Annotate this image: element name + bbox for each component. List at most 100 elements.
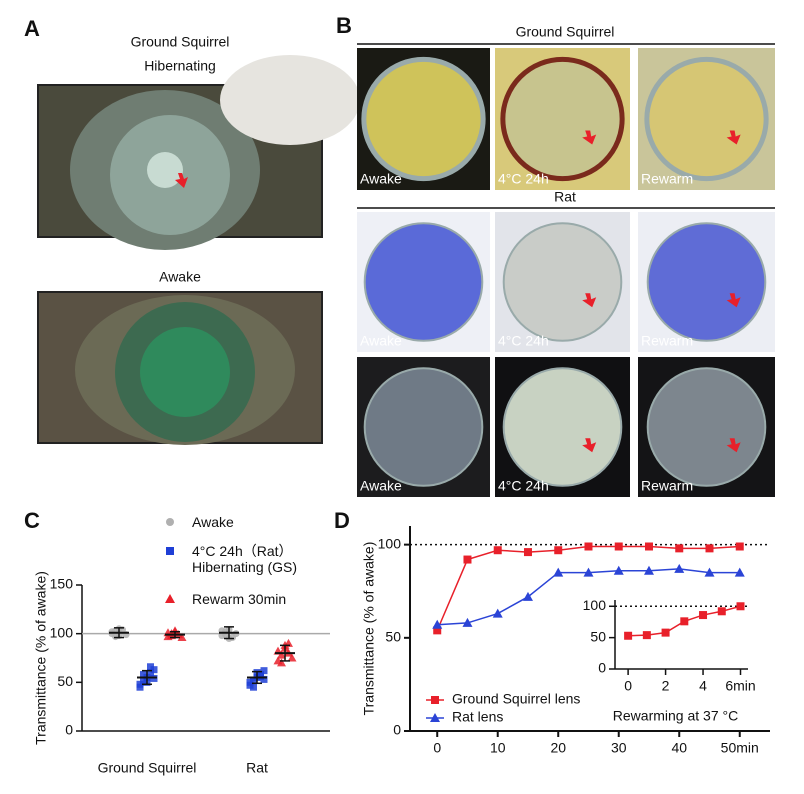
marker (680, 617, 689, 626)
lens (363, 222, 484, 342)
y-tick-label: 100 (583, 597, 607, 613)
marker (644, 542, 653, 551)
photo-label: Awake (360, 333, 402, 349)
lens (502, 367, 623, 487)
y-tick-label: 50 (590, 628, 606, 644)
group-title: Rat (554, 189, 576, 205)
legend-marker (431, 696, 439, 704)
legend-label: 4°C 24h（Rat） Hibernating (GS) (192, 543, 298, 575)
y-tick-label: 0 (65, 722, 73, 738)
photo (37, 291, 323, 445)
marker (287, 653, 297, 662)
legend-marker (430, 713, 440, 722)
marker (260, 667, 268, 675)
panel-label: B (336, 13, 352, 38)
legend-label: Awake (192, 514, 234, 530)
y-tick-label: 100 (378, 535, 402, 551)
photo-label: Rewarm (641, 478, 693, 494)
x-tick-label: Rat (246, 760, 268, 776)
panel-label: D (334, 508, 350, 533)
photo (37, 55, 360, 250)
x-tick-label: 2 (662, 678, 670, 694)
marker (584, 542, 593, 551)
legend-label: Rat lens (452, 709, 503, 725)
marker (463, 555, 472, 564)
x-tick-label: 40 (671, 740, 687, 756)
photo-label: 4°C 24h (498, 333, 549, 349)
arrow (582, 438, 597, 453)
marker (277, 658, 286, 667)
lens (500, 56, 625, 182)
x-tick-label: 4 (699, 678, 707, 694)
marker (553, 567, 564, 577)
y-tick-label: 0 (598, 660, 606, 676)
marker (583, 567, 594, 577)
y-axis-label: Transmittance (% of awake) (33, 571, 49, 745)
marker (704, 567, 715, 577)
x-tick-label: Ground Squirrel (98, 760, 197, 776)
marker (554, 546, 563, 555)
x-tick-label: 30 (611, 740, 627, 756)
lens (646, 222, 767, 342)
marker (140, 671, 147, 679)
marker (177, 633, 187, 642)
x-tick-label: 10 (490, 740, 506, 756)
x-tick-label: 20 (550, 740, 566, 756)
lens (646, 367, 767, 487)
marker (246, 678, 254, 686)
caption: Hibernating (144, 58, 216, 74)
marker (432, 619, 443, 629)
marker (717, 607, 726, 616)
x-tick-label: 50min (721, 740, 759, 756)
marker (735, 542, 744, 551)
lens (644, 56, 769, 182)
lens (361, 56, 486, 182)
marker (523, 548, 532, 557)
lens (363, 367, 484, 487)
y-tick-label: 50 (385, 629, 401, 645)
marker (661, 628, 670, 637)
x-tick-label: 6min (725, 678, 755, 694)
photo-label: 4°C 24h (498, 478, 549, 494)
y-tick-label: 100 (50, 624, 74, 640)
marker (642, 631, 651, 640)
arrow (726, 130, 741, 145)
marker (643, 565, 654, 575)
marker (624, 631, 633, 640)
legend-marker (166, 518, 174, 526)
group-title: Ground Squirrel (516, 24, 615, 40)
marker (462, 617, 473, 627)
caption: Awake (159, 269, 201, 285)
y-axis-label: Transmittance (% of awake) (361, 542, 377, 716)
marker (699, 611, 708, 620)
marker (614, 542, 623, 551)
marker (260, 675, 268, 683)
x-tick-label: 0 (624, 678, 632, 694)
arrow (726, 438, 741, 453)
marker (250, 683, 257, 691)
panel-label: A (24, 16, 40, 41)
marker (522, 591, 533, 601)
marker (736, 602, 745, 611)
legend-label: Ground Squirrel lens (452, 691, 580, 707)
x-axis-label: Rewarming at 37 °C (613, 708, 738, 724)
photo-label: Rewarm (641, 171, 693, 187)
y-tick-label: 50 (57, 673, 73, 689)
arrow (582, 293, 597, 308)
legend-label: Rewarm 30min (192, 591, 287, 607)
photo-grid: Awake 4°C 24h Rewarm Awake 4°C 24h Rewarm Awak… (357, 48, 775, 497)
photo-label: Awake (360, 478, 402, 494)
y-tick-label: 150 (50, 576, 74, 592)
y-tick-label: 0 (393, 722, 401, 738)
marker (493, 546, 502, 555)
x-tick-label: 0 (433, 740, 441, 756)
arrow (726, 293, 741, 308)
arrow (582, 130, 597, 145)
marker (136, 683, 144, 691)
marker (675, 544, 684, 553)
panel-title: Ground Squirrel (131, 34, 230, 50)
marker (433, 626, 442, 635)
photo-label: Awake (360, 171, 402, 187)
